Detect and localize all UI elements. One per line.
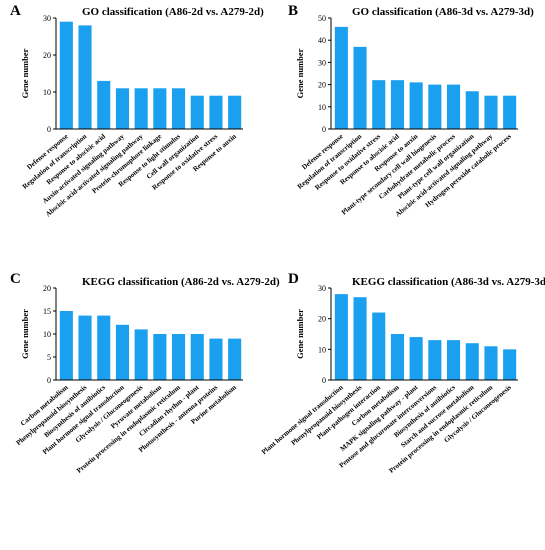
y-axis-label: Gene number <box>295 48 305 98</box>
y-tick-label: 10 <box>43 330 51 339</box>
bar <box>390 80 404 129</box>
y-tick-label: 0 <box>47 376 51 385</box>
y-tick-label: 10 <box>318 103 326 112</box>
chart-title: GO classification (A86-3d vs. A279-3d) <box>352 6 534 18</box>
bar <box>484 95 498 129</box>
bar <box>153 88 167 129</box>
bar <box>465 91 479 129</box>
bar <box>190 334 204 380</box>
bar <box>209 95 223 129</box>
y-tick-label: 10 <box>43 88 51 97</box>
chart-title: KEGG classification (A86-3d vs. A279-3d) <box>352 276 545 288</box>
x-tick-label: Plant hormone signal transduction <box>260 383 345 456</box>
bar <box>334 294 348 380</box>
bar <box>503 349 517 380</box>
bar <box>372 80 386 129</box>
y-axis-label: Gene number <box>295 309 305 359</box>
bar <box>409 337 423 380</box>
bar <box>97 315 111 380</box>
panel-letter: A <box>10 3 21 19</box>
bar <box>115 88 129 129</box>
y-tick-label: 15 <box>43 307 51 316</box>
y-tick-label: 50 <box>318 14 326 23</box>
bar <box>334 26 348 130</box>
y-tick-label: 0 <box>322 125 326 134</box>
y-tick-label: 30 <box>318 58 326 67</box>
y-tick-label: 5 <box>47 353 51 362</box>
chart-panel-c: C KEGG classification (A86-2d vs. A279-2d… <box>10 271 280 475</box>
bar <box>484 346 498 380</box>
chart-panel-b: B GO classification (A86-3d vs. A279-3d) G… <box>288 3 534 218</box>
bar <box>59 21 73 130</box>
bar <box>353 46 367 129</box>
bar <box>134 329 148 380</box>
bar <box>465 343 479 380</box>
chart-title: KEGG classification (A86-2d vs. A279-2d) <box>82 276 280 288</box>
panel-letter: D <box>288 271 299 287</box>
bar <box>134 88 148 129</box>
bar <box>190 95 204 129</box>
bar <box>228 338 242 380</box>
bar <box>209 338 223 380</box>
bar <box>353 297 367 380</box>
y-tick-label: 40 <box>318 36 326 45</box>
bar <box>153 334 167 380</box>
bar <box>172 334 186 380</box>
bar <box>172 88 186 129</box>
y-tick-label: 20 <box>318 81 326 90</box>
bar <box>447 340 461 380</box>
bar <box>447 84 461 129</box>
bar <box>503 95 517 129</box>
chart-title: GO classification (A86-2d vs. A279-2d) <box>82 6 264 18</box>
bar <box>409 82 423 129</box>
panel-letter: B <box>288 3 298 19</box>
bar <box>59 311 73 380</box>
bar <box>115 324 129 380</box>
y-tick-label: 20 <box>43 51 51 60</box>
bar <box>228 95 242 129</box>
bar <box>78 25 92 129</box>
y-tick-label: 0 <box>47 125 51 134</box>
chart-panel-a: A GO classification (A86-2d vs. A279-2d) G… <box>10 3 264 218</box>
bar <box>78 315 92 380</box>
bar <box>372 312 386 380</box>
y-tick-label: 10 <box>318 345 326 354</box>
panel-letter: C <box>10 271 21 287</box>
bar <box>428 340 442 380</box>
y-tick-label: 20 <box>318 315 326 324</box>
y-axis-label: Gene number <box>20 48 30 98</box>
y-axis-label: Gene number <box>20 309 30 359</box>
bar <box>390 334 404 380</box>
y-tick-label: 30 <box>318 284 326 293</box>
y-tick-label: 20 <box>43 284 51 293</box>
bar <box>428 84 442 129</box>
chart-panel-d: D KEGG classification (A86-3d vs. A279-3d… <box>260 271 545 475</box>
y-tick-label: 0 <box>322 376 326 385</box>
bar <box>97 80 111 129</box>
y-tick-label: 30 <box>43 14 51 23</box>
